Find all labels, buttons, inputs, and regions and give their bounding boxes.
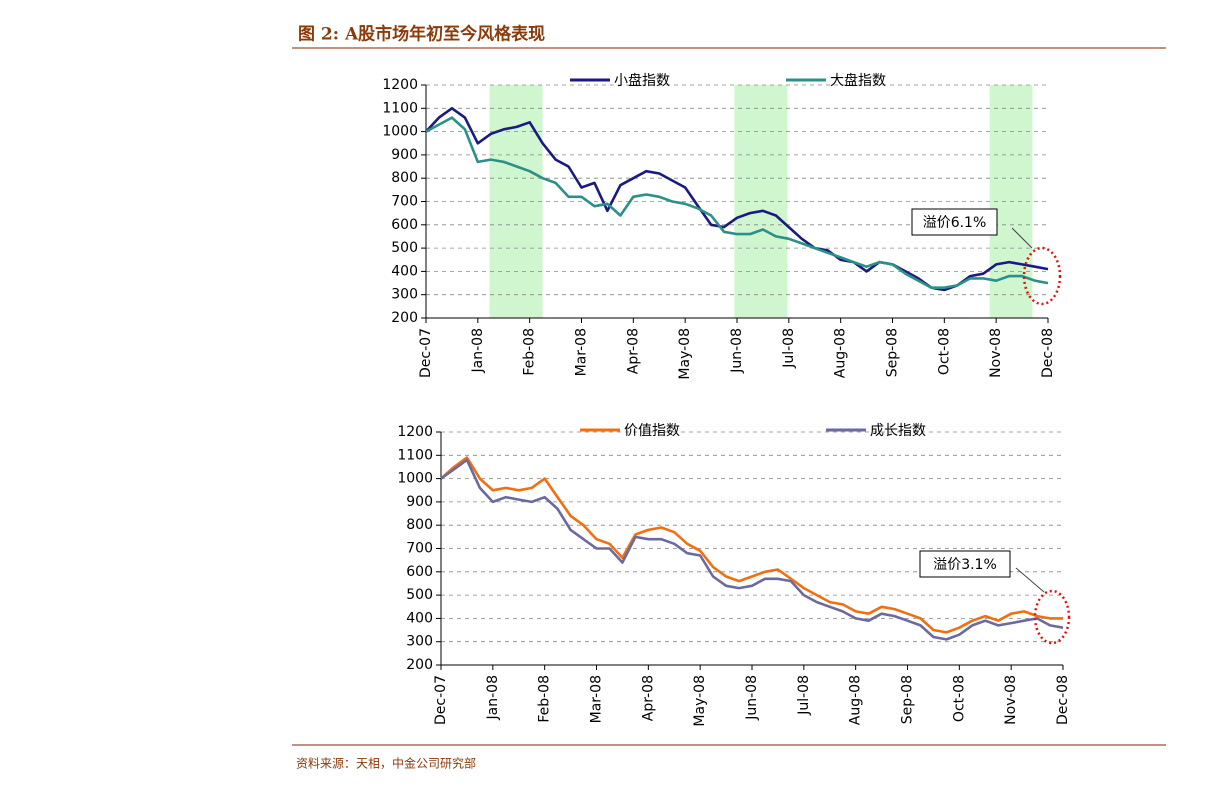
x-tick-label: Jan-08	[485, 675, 501, 720]
annotation-box	[911, 208, 998, 236]
y-tick-label: 1200	[382, 77, 418, 93]
y-tick-label: 1000	[382, 124, 418, 140]
source-note: 资料来源：天相，中金公司研究部	[296, 756, 476, 771]
series-line	[440, 458, 1064, 641]
x-tick-label: Sep-08	[885, 328, 901, 377]
highlight-ellipse	[1033, 589, 1071, 645]
x-tick-label: Feb-08	[537, 675, 553, 723]
y-tick-label: 900	[406, 494, 433, 510]
figure-title: 图 2: A股市场年初至今风格表现	[298, 24, 545, 45]
x-tick-label: May-08	[692, 675, 708, 727]
annotation: 溢价6.1%	[923, 215, 987, 231]
y-tick-label: 400	[391, 263, 418, 279]
legend-label: 小盘指数	[614, 72, 670, 89]
y-tick-label: 1200	[397, 424, 433, 440]
y-tick-label: 1100	[382, 100, 418, 116]
x-tick-label: Nov-08	[1003, 675, 1019, 725]
y-tick-label: 1100	[397, 447, 433, 463]
y-tick-label: 500	[406, 587, 433, 603]
series-line	[440, 456, 1063, 634]
y-tick-label: 700	[406, 541, 433, 557]
x-tick-label: Aug-08	[833, 328, 849, 378]
x-tick-label: Jun-08	[744, 675, 760, 721]
y-tick-label: 200	[406, 657, 433, 673]
x-tick-label: Dec-07	[418, 328, 434, 378]
y-tick-label: 600	[406, 564, 433, 580]
annotation-arrow	[1011, 227, 1033, 249]
x-tick-label: Jul-08	[781, 328, 797, 369]
x-tick-label: Oct-08	[951, 675, 967, 722]
y-tick-label: 300	[406, 634, 433, 650]
x-tick-label: Dec-08	[1055, 675, 1071, 725]
x-tick-label: Sep-08	[900, 675, 916, 724]
legend-label: 大盘指数	[830, 72, 886, 89]
x-tick-label: Feb-08	[522, 328, 538, 376]
y-tick-label: 200	[391, 310, 418, 326]
y-tick-label: 600	[391, 217, 418, 233]
y-tick-label: 900	[391, 147, 418, 163]
x-tick-label: Nov-08	[988, 328, 1004, 378]
y-tick-label: 800	[391, 170, 418, 186]
x-tick-label: May-08	[677, 328, 693, 380]
legend-label: 成长指数	[870, 423, 926, 439]
x-tick-label: Mar-08	[589, 675, 605, 723]
annotation-box	[919, 550, 1011, 578]
legend-label: 价值指数	[624, 423, 680, 439]
y-tick-label: 400	[406, 610, 433, 626]
x-tick-label: Aug-08	[848, 675, 864, 725]
annotation-arrow	[1015, 567, 1045, 593]
x-tick-label: Jun-08	[729, 328, 745, 374]
y-tick-label: 1000	[397, 471, 433, 487]
x-tick-label: Jan-08	[470, 328, 486, 373]
annotation: 溢价3.1%	[933, 557, 997, 573]
x-tick-label: Oct-08	[936, 328, 952, 375]
y-tick-label: 700	[391, 194, 418, 210]
x-tick-label: Dec-08	[1040, 328, 1056, 378]
x-tick-label: Jul-08	[796, 675, 812, 716]
highlight-ellipse	[1022, 246, 1062, 306]
series-line	[425, 107, 1049, 292]
x-tick-label: Apr-08	[640, 675, 656, 721]
x-tick-label: Apr-08	[625, 328, 641, 374]
x-tick-label: Mar-08	[574, 328, 590, 376]
y-tick-label: 800	[406, 517, 433, 533]
series-line	[425, 116, 1049, 289]
x-tick-label: Dec-07	[433, 675, 449, 725]
y-tick-label: 300	[391, 287, 418, 303]
y-tick-label: 500	[391, 240, 418, 256]
